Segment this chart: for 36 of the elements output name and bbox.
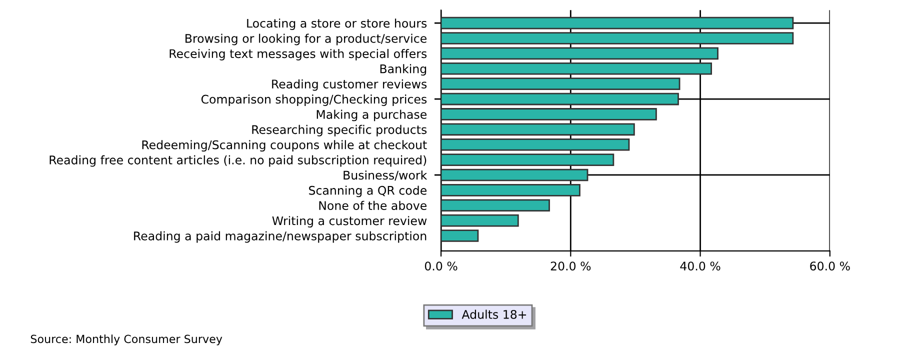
y-tick-label: Scanning a QR code — [309, 186, 427, 198]
bar — [441, 62, 712, 75]
bar — [441, 154, 614, 166]
x-tick-label: 60.0 % — [810, 262, 850, 271]
legend-label: Adults 18+ — [462, 310, 526, 319]
y-tick-label: Reading customer reviews — [272, 79, 427, 91]
x-tick-label: 0.0 % — [424, 262, 458, 271]
y-tick-label: Business/work — [344, 170, 428, 181]
bar — [441, 138, 630, 151]
y-tick-label: Reading free content articles (i.e. no paid subscription required) — [50, 155, 426, 167]
x-tick-label: 20.0 % — [550, 262, 591, 271]
y-tick-label: Making a purchase — [316, 110, 427, 122]
y-tick-label: Writing a customer review — [272, 216, 427, 228]
bar — [441, 92, 679, 106]
y-tick-label: Researching specific products — [252, 124, 427, 136]
bar — [441, 32, 794, 44]
y-tick-label: Locating a store or store hours — [247, 18, 427, 30]
y-tick-label: Browsing or looking for a product/service — [186, 34, 427, 46]
y-tick-label: Reading a paid magazine/newspaper subscription — [134, 231, 426, 243]
bar — [441, 16, 794, 30]
bar — [441, 47, 718, 60]
bar — [441, 168, 588, 182]
bar — [441, 199, 550, 212]
bar — [441, 230, 479, 242]
x-tick-label: 40.0 % — [680, 262, 720, 271]
source-note: Source: Monthly Consumer Survey — [30, 334, 222, 346]
bar — [441, 108, 657, 120]
y-tick-label: Banking — [380, 64, 426, 76]
y-tick-label: Redeeming/Scanning coupons while at checkout — [142, 140, 427, 152]
bar — [441, 78, 680, 90]
bar — [441, 184, 580, 196]
y-tick-label: Receiving text messages with special offers — [170, 48, 427, 60]
bar — [441, 214, 519, 227]
y-tick-label: None of the above — [319, 200, 427, 210]
y-tick-label: Comparison shopping/Checking prices — [201, 94, 427, 106]
bar — [441, 123, 635, 136]
